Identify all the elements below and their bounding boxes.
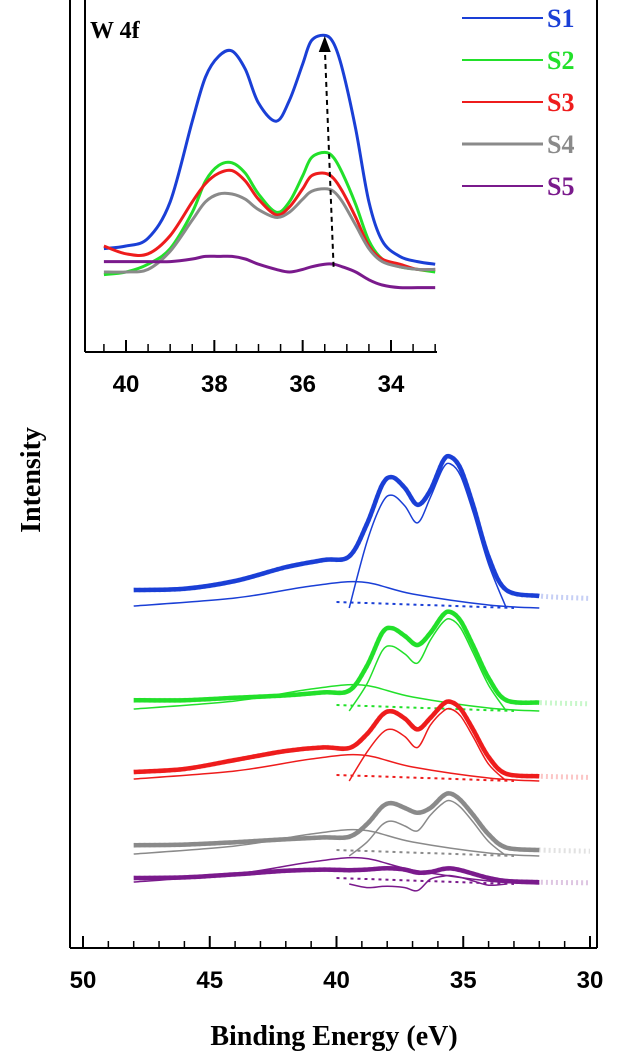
inset-series-s5-line	[103, 254, 436, 290]
legend: S1 S2 S3 S4 S5	[462, 4, 574, 201]
inset-x-tick-label: 36	[289, 371, 316, 398]
inset-x-tick-label: 38	[201, 371, 228, 398]
main-series-3	[133, 698, 591, 782]
main-series-baseline	[336, 601, 514, 609]
x-axis-title: Binding Energy (eV)	[210, 1021, 457, 1052]
legend-label-s4: S4	[547, 130, 574, 159]
main-x-tick-label: 35	[450, 967, 477, 994]
main-series-fit	[133, 609, 540, 706]
main-series-fit	[133, 453, 540, 599]
inset-x-ticks: 40 38 36 34	[103, 340, 436, 398]
main-x-ticks: 50 45 40 35 30	[70, 936, 604, 994]
main-series-background-component	[133, 580, 540, 609]
main-plot-area	[69, 0, 598, 949]
inset-series-s2-line	[103, 150, 436, 277]
main-series-background-component	[133, 683, 540, 712]
main-series-baseline	[336, 704, 514, 712]
annotation-arrow-line	[323, 45, 335, 267]
main-x-tick-label: 40	[323, 967, 350, 994]
legend-label-s2: S2	[547, 46, 574, 75]
main-series-baseline	[336, 849, 514, 857]
main-series-group	[133, 453, 591, 892]
main-series-component	[348, 618, 507, 712]
main-series-component	[348, 707, 507, 782]
legend-label-s1: S1	[547, 4, 574, 33]
main-x-tick-label: 30	[577, 967, 604, 994]
legend-label-s5: S5	[547, 172, 574, 201]
main-series-fit	[133, 791, 540, 853]
main-series-4	[133, 790, 591, 857]
inset-x-tick-label: 40	[113, 371, 140, 398]
main-series-baseline	[336, 774, 514, 782]
main-series-fit	[133, 866, 540, 885]
inset-x-tick-label: 34	[378, 371, 405, 398]
main-series-background-component	[133, 753, 540, 782]
main-series-baseline	[336, 877, 514, 885]
inset-title: W 4f	[90, 18, 141, 44]
main-series-data-points	[133, 609, 591, 707]
inset-annotation	[318, 36, 335, 267]
main-series-1	[133, 453, 591, 609]
main-x-tick-label: 45	[196, 967, 223, 994]
main-series-component	[349, 874, 507, 892]
main-series-5	[133, 856, 591, 892]
inset-series-s3-line	[103, 168, 436, 272]
main-series-fit	[133, 699, 540, 779]
main-series-component	[348, 462, 507, 609]
main-x-tick-label: 50	[70, 967, 97, 994]
inset-series-group	[103, 33, 436, 290]
inset-plot-area	[84, 0, 437, 353]
y-axis-title: Intensity	[16, 427, 47, 533]
inset-series-s1-line	[103, 33, 436, 266]
main-series-2	[133, 609, 591, 712]
main-series-background-component	[133, 856, 540, 885]
main-series-data-points	[133, 453, 591, 601]
legend-label-s3: S3	[547, 88, 574, 117]
annotation-arrow-head	[318, 36, 331, 52]
main-series-background-component	[133, 828, 540, 857]
main-series-component	[348, 799, 507, 857]
inset-series-s4-line	[103, 187, 436, 274]
